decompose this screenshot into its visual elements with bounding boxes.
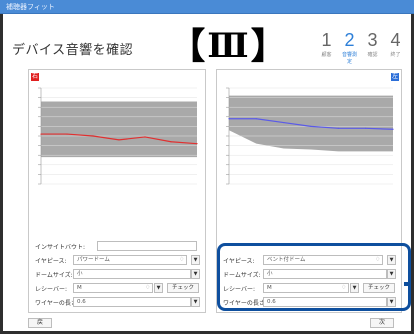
receiver-row: レシーバー: M ♢ ▼ チェック xyxy=(221,283,397,294)
page-title: デバイス音響を確認 xyxy=(12,43,134,58)
target-band xyxy=(41,101,197,158)
side-tag-right-ear: 右 xyxy=(31,73,39,81)
series-point xyxy=(365,127,367,129)
receiver-dropdown-button[interactable]: ▼ xyxy=(350,283,359,293)
wire-dropdown-button[interactable]: ▼ xyxy=(387,297,396,307)
insitu-row: インサイトバウト: xyxy=(33,241,201,252)
earpiece-icon: ♢ xyxy=(179,256,185,263)
series-point xyxy=(228,118,230,120)
insitu-field[interactable] xyxy=(97,241,197,251)
receiver-label: レシーバー: xyxy=(223,286,255,293)
earpiece-select[interactable]: ベント付ドーム xyxy=(263,255,383,265)
earpiece-label: イヤピース: xyxy=(35,258,67,265)
dome-row: ドームサイズ: 小 ▼ xyxy=(33,269,201,280)
receiver-check-button[interactable]: チェック xyxy=(167,283,199,293)
series-point xyxy=(392,128,394,130)
badge-left-bracket: 【 xyxy=(169,25,206,67)
wire-dropdown-button[interactable]: ▼ xyxy=(191,297,200,307)
step-3[interactable]: 3 確認 xyxy=(367,30,378,58)
left-ear-chart xyxy=(223,84,397,188)
step-4[interactable]: 4 終了 xyxy=(390,30,401,58)
series-point xyxy=(40,133,42,135)
receiver-dropdown-button[interactable]: ▼ xyxy=(154,283,163,293)
wire-select[interactable]: 0.6 xyxy=(263,297,387,307)
right-ear-chart xyxy=(35,84,201,188)
receiver-icon: ♢ xyxy=(341,284,347,291)
target-band xyxy=(229,95,393,152)
right-ear-form: インサイトバウト: イヤピース: パワードーム ♢ ▼ ドームサイズ: 小 ▼ … xyxy=(33,241,201,311)
series-point xyxy=(283,121,285,124)
step-1[interactable]: 1 顧客 xyxy=(321,30,332,58)
wire-row: ワイヤーの長さ: 0.6 ▼ xyxy=(33,297,201,308)
receiver-select[interactable]: M xyxy=(263,283,349,293)
step-2[interactable]: 2 音響測定 xyxy=(341,30,357,65)
receiver-label: レシーバー: xyxy=(35,286,67,293)
series-point xyxy=(170,141,172,143)
highlight-box xyxy=(217,243,411,311)
wire-select[interactable]: 0.6 xyxy=(73,297,191,307)
dome-dropdown-button[interactable]: ▼ xyxy=(191,269,200,279)
step-badge: 【 Ⅲ 】 xyxy=(169,25,286,67)
left-ear-panel: 左 イヤピース: ベント付ドーム ♢ ▼ ドームサイズ: 小 ▼ レシーバー: … xyxy=(216,69,402,313)
series-point xyxy=(255,118,257,120)
dome-select[interactable]: 小 xyxy=(263,269,387,279)
series-point xyxy=(310,125,312,127)
dome-label: ドームサイズ: xyxy=(35,272,73,279)
highlight-pointer xyxy=(404,282,408,286)
next-button[interactable]: 次 xyxy=(370,318,394,328)
receiver-icon: ♢ xyxy=(145,284,151,291)
series-point xyxy=(196,143,198,145)
wire-label: ワイヤーの長さ: xyxy=(35,300,79,307)
earpiece-row: イヤピース: ベント付ドーム ♢ ▼ xyxy=(221,255,397,266)
series-point xyxy=(92,135,94,137)
title-bar: 補聴器フィット xyxy=(0,0,414,14)
series-point xyxy=(337,127,339,129)
dome-label: ドームサイズ: xyxy=(223,272,261,279)
series-point xyxy=(118,139,120,141)
dome-select[interactable]: 小 xyxy=(73,269,191,279)
wire-row: ワイヤーの長さ: 0.6 ▼ xyxy=(221,297,397,308)
right-ear-panel: 右 インサイトバウト: イヤピース: パワードーム ♢ ▼ ドームサイズ: 小 … xyxy=(28,69,206,313)
badge-right-bracket: 】 xyxy=(250,25,287,67)
left-ear-form: イヤピース: ベント付ドーム ♢ ▼ ドームサイズ: 小 ▼ レシーバー: M … xyxy=(221,255,397,311)
back-button[interactable]: 戻 xyxy=(28,318,52,328)
receiver-select[interactable]: M xyxy=(73,283,153,293)
dome-row: ドームサイズ: 小 ▼ xyxy=(221,269,397,280)
wire-label: ワイヤーの長さ: xyxy=(223,300,267,307)
insitu-label: インサイトバウト: xyxy=(35,244,86,251)
step-indicator: 1 顧客 2 音響測定 3 確認 4 終了 xyxy=(318,30,404,65)
earpiece-row: イヤピース: パワードーム ♢ ▼ xyxy=(33,255,201,266)
earpiece-dropdown-button[interactable]: ▼ xyxy=(387,255,396,265)
earpiece-icon: ♢ xyxy=(375,256,381,263)
series-point xyxy=(66,133,68,135)
earpiece-select[interactable]: パワードーム xyxy=(73,255,187,265)
badge-numeral: Ⅲ xyxy=(207,26,249,66)
receiver-row: レシーバー: M ♢ ▼ チェック xyxy=(33,283,201,294)
earpiece-label: イヤピース: xyxy=(223,258,255,265)
receiver-check-button[interactable]: チェック xyxy=(363,283,395,293)
series-point xyxy=(144,136,146,138)
window-title: 補聴器フィット xyxy=(6,3,55,11)
side-tag-left-ear: 左 xyxy=(391,73,399,81)
earpiece-dropdown-button[interactable]: ▼ xyxy=(191,255,200,265)
dome-dropdown-button[interactable]: ▼ xyxy=(387,269,396,279)
